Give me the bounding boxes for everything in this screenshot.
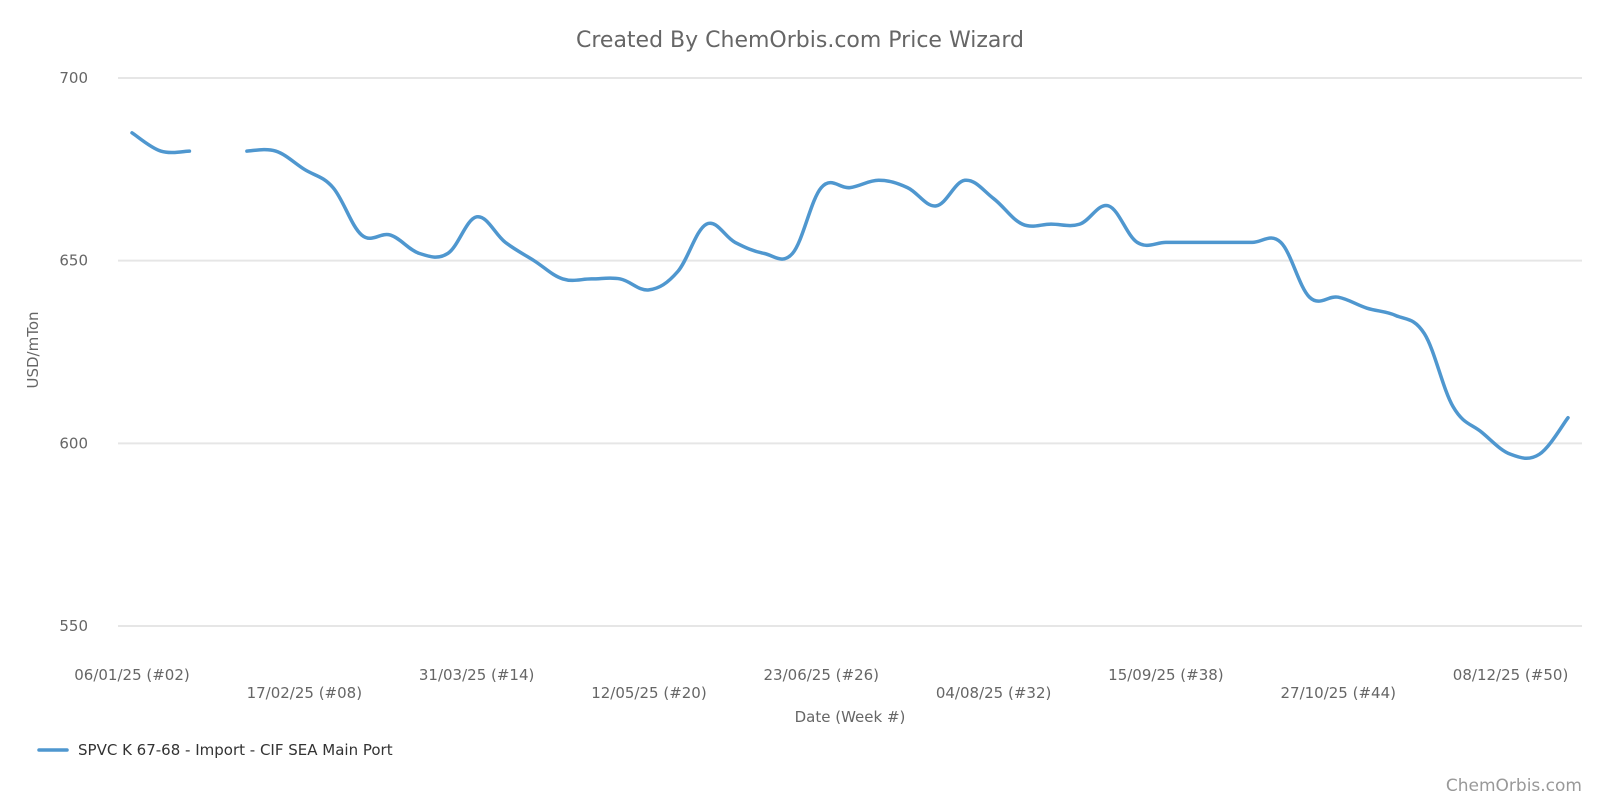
y-axis-ticks: 550 600 650 700 (59, 69, 88, 635)
y-tick-700: 700 (59, 69, 88, 87)
y-tick-650: 650 (59, 252, 88, 270)
legend-label: SPVC K 67-68 - Import - CIF SEA Main Por… (78, 741, 393, 759)
x-tick-label: 06/01/25 (#02) (74, 666, 190, 684)
legend[interactable]: SPVC K 67-68 - Import - CIF SEA Main Por… (37, 741, 393, 759)
x-tick-label: 08/12/25 (#50) (1453, 666, 1569, 684)
chemorbis-credit[interactable]: ChemOrbis.com (1446, 776, 1582, 796)
y-tick-550: 550 (59, 617, 88, 635)
y-axis-label: USD/mTon (24, 311, 42, 388)
x-tick-label: 04/08/25 (#32) (936, 684, 1052, 702)
series-line-0[interactable] (130, 131, 192, 155)
x-axis-ticks: 06/01/25 (#02) 17/02/25 (#08) 31/03/25 (#1… (74, 666, 1568, 702)
x-axis-label: Date (Week #) (795, 708, 906, 726)
x-tick-label: 23/06/25 (#26) (764, 666, 880, 684)
series-layer (130, 131, 1570, 460)
y-tick-600: 600 (59, 434, 88, 452)
x-tick-label: 17/02/25 (#08) (247, 684, 363, 702)
x-tick-label: 27/10/25 (#44) (1280, 684, 1396, 702)
grid-lines (118, 77, 1582, 627)
x-tick-label: 12/05/25 (#20) (591, 684, 707, 702)
x-tick-label: 31/03/25 (#14) (419, 666, 535, 684)
series-line-0[interactable] (245, 147, 1570, 460)
x-tick-label: 15/09/25 (#38) (1108, 666, 1224, 684)
chart-title: Created By ChemOrbis.com Price Wizard (576, 28, 1024, 53)
